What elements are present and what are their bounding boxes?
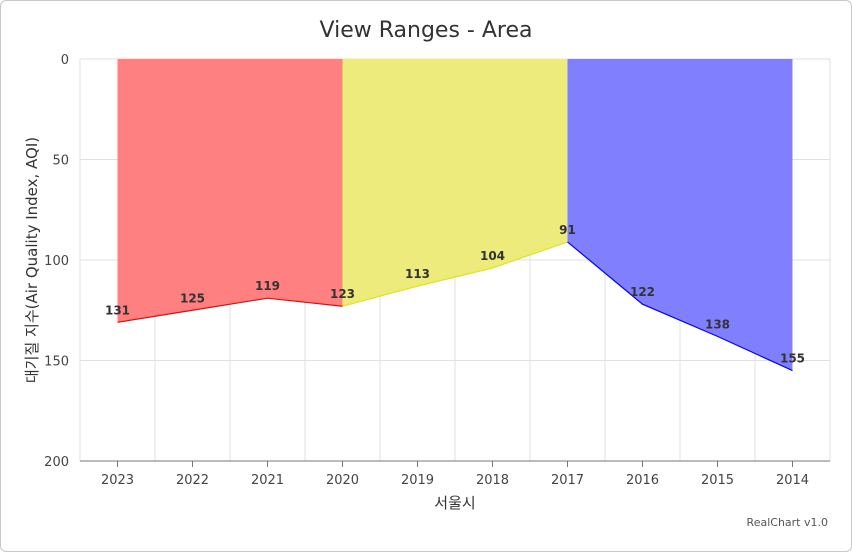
x-axis: 2023 2022 2021 2020 2019 2018 2017 2016 2015 2014 — [80, 460, 830, 488]
line-range-0 — [117, 297, 343, 323]
data-label: 123 — [330, 287, 355, 301]
y-axis-title: 대기질 지수(Air Quality Index, AQI) — [23, 137, 41, 383]
y-axis: 0 50 100 150 200 — [44, 53, 69, 470]
data-label: 138 — [705, 317, 730, 331]
data-label: 91 — [559, 223, 576, 237]
area-series — [117, 59, 793, 371]
data-label: 119 — [255, 279, 280, 293]
data-label: 131 — [105, 303, 130, 317]
area-range-0 — [117, 59, 343, 323]
x-tick-label: 2014 — [776, 473, 809, 488]
area-range-1 — [342, 59, 568, 307]
y-tick-label: 0 — [61, 53, 69, 68]
x-tick-label: 2019 — [401, 473, 434, 488]
data-label: 125 — [180, 291, 205, 305]
credit-text: RealChart v1.0 — [746, 516, 828, 529]
y-tick-label: 50 — [52, 154, 69, 169]
x-tick-label: 2023 — [101, 473, 134, 488]
x-tick-label: 2021 — [251, 473, 284, 488]
x-tick-label: 2017 — [551, 473, 584, 488]
series-lines — [117, 241, 793, 372]
x-tick-label: 2020 — [326, 473, 359, 488]
x-tick-label: 2022 — [176, 473, 209, 488]
x-axis-title: 서울시 — [434, 494, 475, 512]
x-tick-label: 2016 — [626, 473, 659, 488]
data-label: 122 — [630, 285, 655, 299]
line-range-2 — [567, 241, 793, 372]
y-tick-label: 150 — [44, 355, 69, 370]
data-labels: 131 125 119 123 113 104 91 122 138 155 — [105, 223, 805, 366]
data-label: 104 — [480, 249, 505, 263]
area-range-2 — [567, 59, 793, 371]
data-label: 155 — [780, 352, 805, 366]
y-tick-label: 100 — [44, 254, 69, 269]
line-range-1 — [342, 241, 568, 307]
chart-title: View Ranges - Area — [319, 18, 533, 43]
x-tick-label: 2015 — [701, 473, 734, 488]
y-tick-label: 200 — [44, 455, 69, 470]
x-tick-label: 2018 — [476, 473, 509, 488]
data-label: 113 — [405, 267, 430, 281]
